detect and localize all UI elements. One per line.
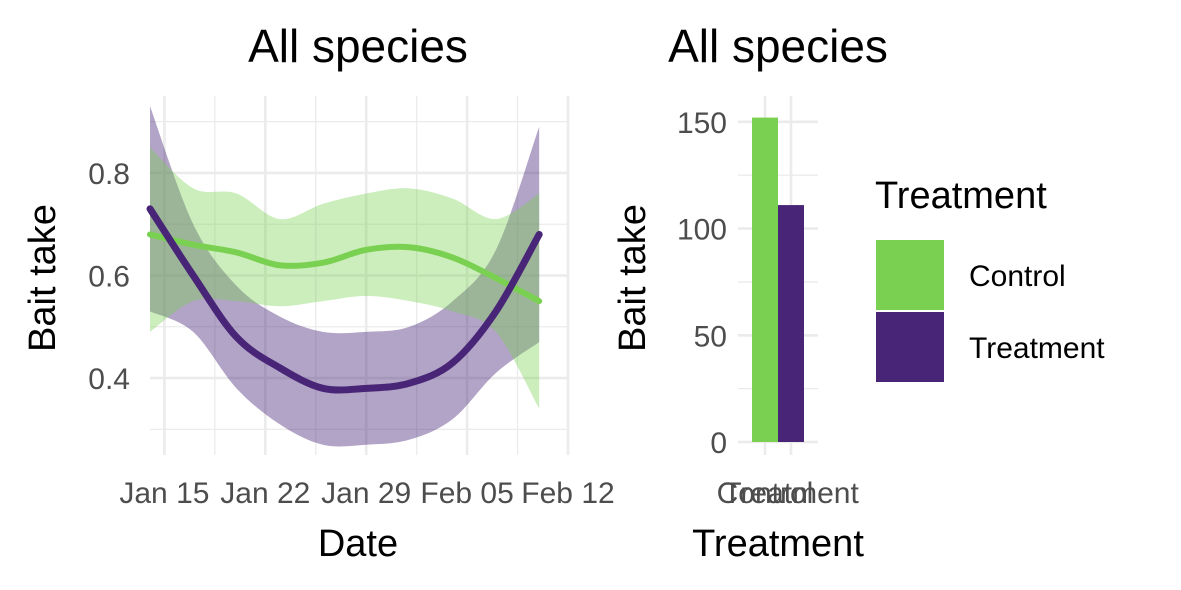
y-tick-label: 50 (694, 320, 727, 353)
x-tick-label: Jan 22 (220, 477, 310, 510)
line-chart-title: All species (248, 20, 468, 72)
y-tick-label: 0.4 (88, 363, 130, 396)
bar-chart-x-axis-title: Treatment (692, 523, 864, 565)
x-tick-label: Feb 05 (420, 477, 513, 510)
y-tick-label: 100 (677, 214, 727, 247)
line-chart-x-tick-labels: Jan 15 Jan 22 Jan 29 Feb 05 Feb 12 (119, 477, 614, 510)
bar-treatment (778, 205, 804, 442)
line-chart-y-tick-labels: 0.4 0.6 0.8 (88, 158, 130, 396)
line-chart-y-axis-title: Bait take (22, 204, 64, 352)
x-tick-label: Jan 29 (321, 477, 411, 510)
legend-label-treatment: Treatment (969, 332, 1105, 365)
line-chart-confidence-bands (150, 106, 539, 446)
y-tick-label: 0.6 (88, 261, 130, 294)
line-chart-panel: All species 0.4 0.6 0.8 Jan 15 Jan 22 Jan 29… (22, 20, 615, 565)
legend-entries: Control Treatment (876, 240, 1105, 382)
x-tick-label: Jan 15 (119, 477, 209, 510)
legend: Treatment Control Treatment (875, 175, 1105, 382)
x-tick-label: Feb 12 (521, 477, 614, 510)
y-tick-label: 150 (677, 107, 727, 140)
legend-label-control: Control (969, 260, 1066, 293)
x-tick-label: Treatment (723, 477, 859, 510)
bar-chart-bars (752, 118, 804, 442)
bar-chart-title: All species (668, 20, 888, 72)
y-tick-label: 0 (710, 427, 727, 460)
bar-control (752, 118, 778, 442)
bar-chart-y-tick-labels: 0 50 100 150 (677, 107, 727, 460)
line-chart-x-axis-title: Date (318, 523, 398, 565)
legend-swatch-control (876, 240, 944, 310)
y-tick-label: 0.8 (88, 158, 130, 191)
legend-swatch-treatment (876, 312, 944, 382)
legend-title: Treatment (875, 175, 1047, 217)
bar-chart-y-axis-title: Bait take (612, 204, 654, 352)
